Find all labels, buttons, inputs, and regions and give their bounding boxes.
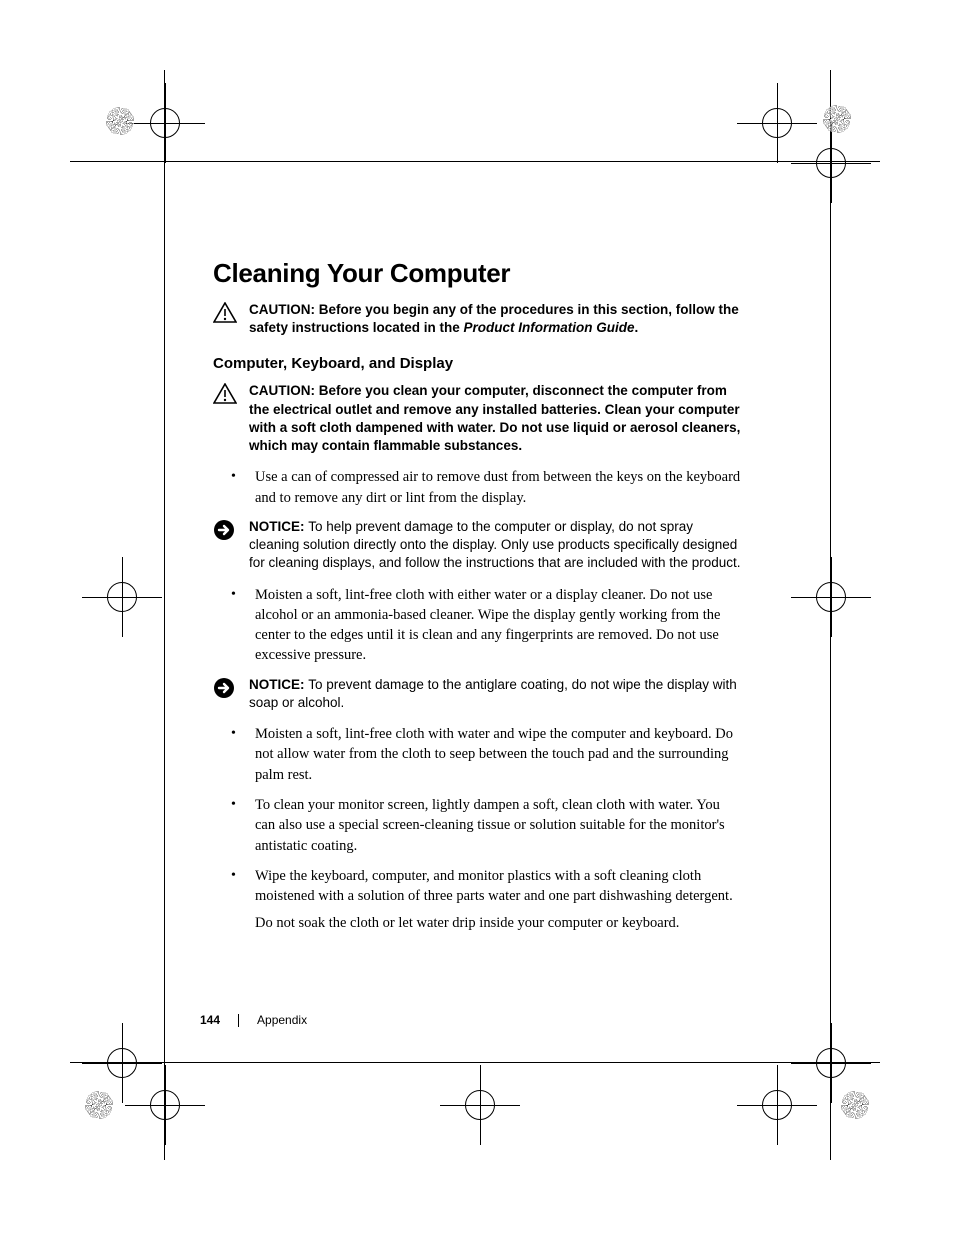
notice-2: NOTICE: To prevent damage to the antigla…: [213, 676, 743, 712]
page-content: Cleaning Your Computer CAUTION: Before y…: [213, 258, 743, 933]
bullet-list-2: Moisten a soft, lint-free cloth with eit…: [231, 585, 743, 666]
caution-2: CAUTION: Before you clean your computer,…: [213, 382, 743, 455]
register-mark-bot-right-b: [816, 1048, 846, 1078]
page-number: 144: [200, 1013, 220, 1027]
list-item: To clean your monitor screen, lightly da…: [231, 795, 743, 856]
caution-1-text: CAUTION: Before you begin any of the pro…: [249, 301, 743, 337]
register-mark-mid-left: [107, 582, 137, 612]
register-mark-bot-center: [465, 1090, 495, 1120]
list-item: Moisten a soft, lint-free cloth with eit…: [231, 585, 743, 666]
notice-1-text: NOTICE: To help prevent damage to the co…: [249, 518, 743, 573]
caution-1: CAUTION: Before you begin any of the pro…: [213, 301, 743, 337]
notice-label: NOTICE:: [249, 677, 308, 692]
footer-divider: [238, 1014, 239, 1027]
register-mark-top-right-b: [816, 148, 846, 178]
caution-icon: [213, 302, 243, 329]
caution-label: CAUTION:: [249, 383, 319, 398]
crop-line-top: [70, 161, 880, 162]
register-mark-bot-left-b: [150, 1090, 180, 1120]
crop-line-left: [164, 70, 165, 1160]
rosette-bot-left: [82, 1088, 116, 1122]
register-mark-mid-right: [816, 582, 846, 612]
notice-label: NOTICE:: [249, 519, 308, 534]
section-name: Appendix: [257, 1013, 307, 1027]
register-mark-bot-right-a: [762, 1090, 792, 1120]
page-title: Cleaning Your Computer: [213, 258, 743, 289]
caution-2-text: CAUTION: Before you clean your computer,…: [249, 382, 743, 455]
register-mark-top-right-a: [762, 108, 792, 138]
list-item: Use a can of compressed air to remove du…: [231, 467, 743, 508]
followup-text: Do not soak the cloth or let water drip …: [255, 913, 743, 933]
notice-1: NOTICE: To help prevent damage to the co…: [213, 518, 743, 573]
register-mark-bot-left-a: [107, 1048, 137, 1078]
list-item: Wipe the keyboard, computer, and monitor…: [231, 866, 743, 907]
list-item: Moisten a soft, lint-free cloth with wat…: [231, 724, 743, 785]
caution-icon: [213, 383, 243, 410]
notice-2-text: NOTICE: To prevent damage to the antigla…: [249, 676, 743, 712]
register-mark-top-left: [150, 108, 180, 138]
page-footer: 144 Appendix: [200, 1013, 307, 1027]
caution-label: CAUTION:: [249, 302, 319, 317]
bullet-list-1: Use a can of compressed air to remove du…: [231, 467, 743, 508]
bullet-list-3: Moisten a soft, lint-free cloth with wat…: [231, 724, 743, 906]
rosette-top-left: [103, 104, 137, 138]
rosette-top-right: [820, 102, 854, 136]
notice-icon: [213, 677, 243, 704]
notice-icon: [213, 519, 243, 546]
crop-line-bottom: [70, 1062, 880, 1063]
rosette-bot-right: [838, 1088, 872, 1122]
subheading: Computer, Keyboard, and Display: [213, 355, 743, 372]
